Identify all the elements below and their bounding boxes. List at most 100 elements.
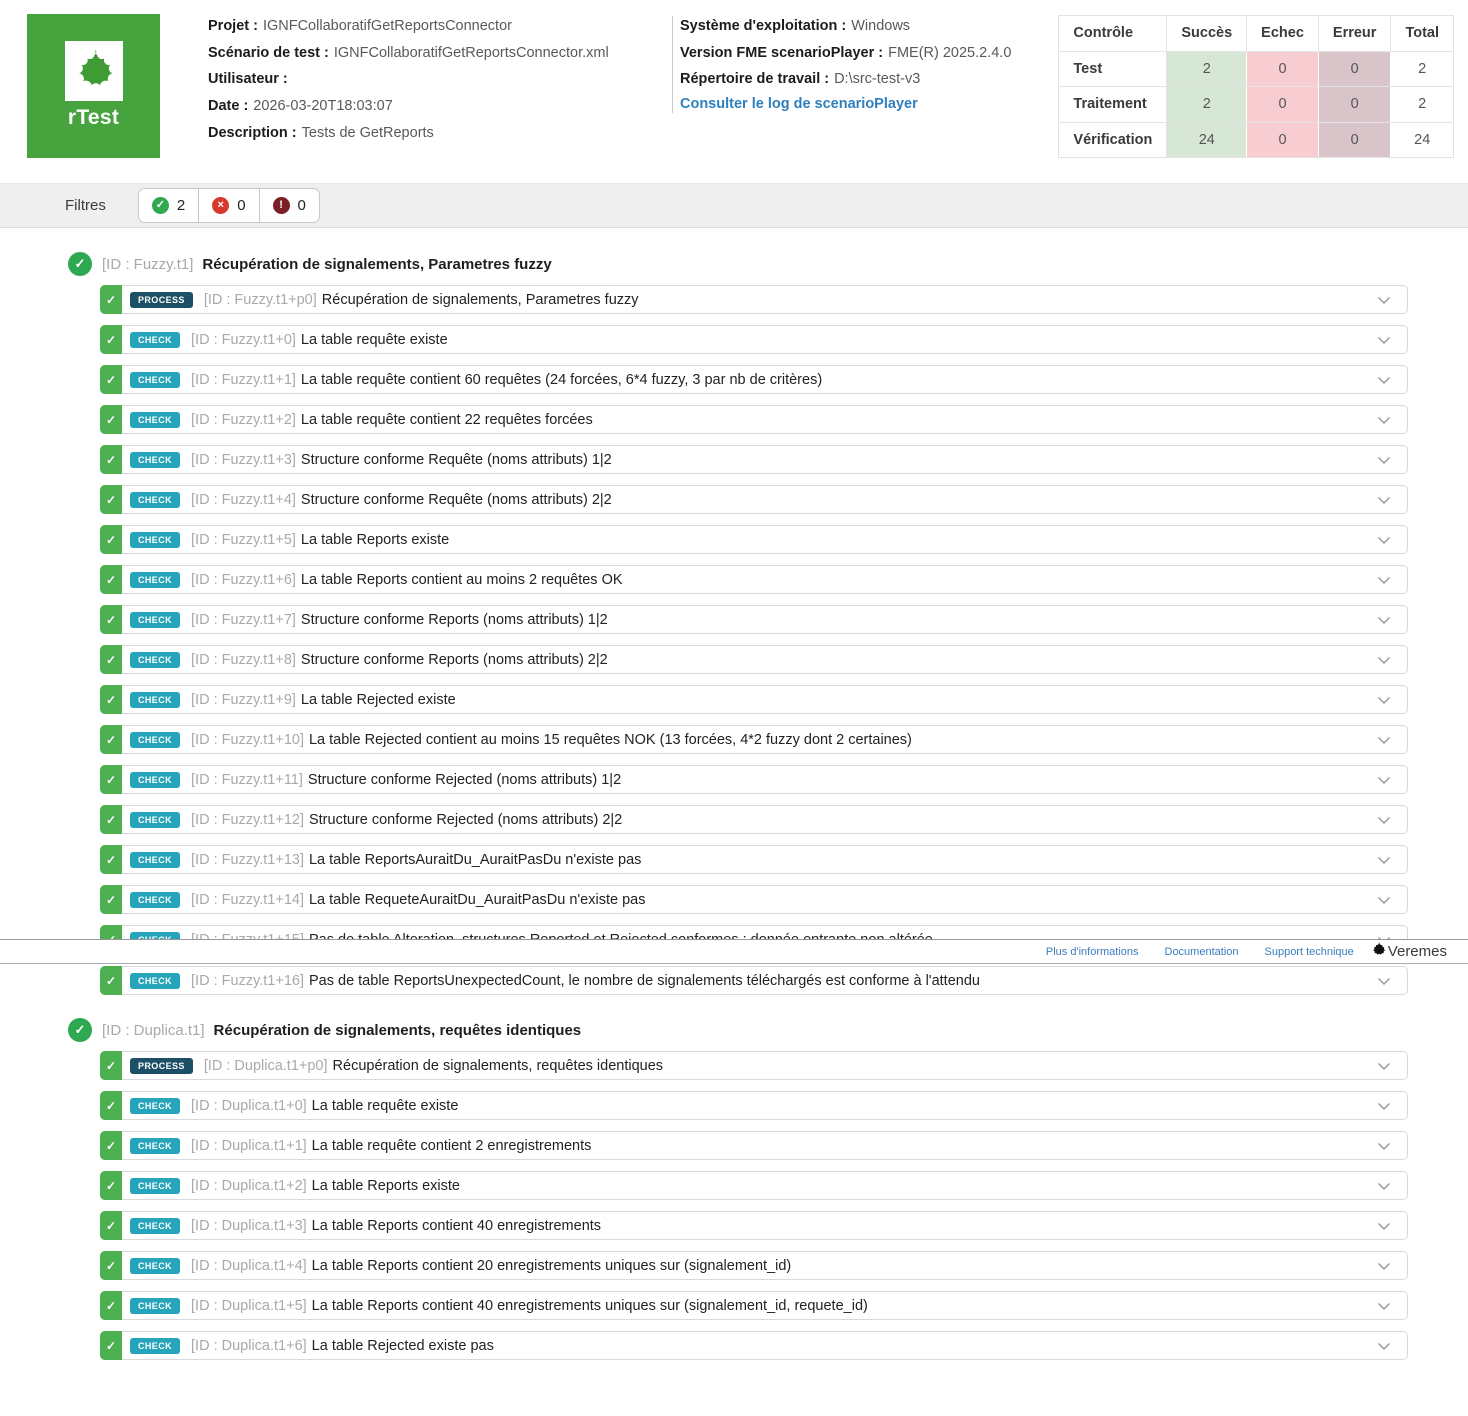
info-field: Système d'exploitation : Windows (680, 13, 1011, 40)
test-row[interactable]: ✓ CHECK [ID : Fuzzy.t1+2] La table requête … (100, 405, 1408, 434)
test-row[interactable]: ✓ PROCESS [ID : Duplica.t1+p0] Récupération… (100, 1051, 1408, 1080)
chevron-down-icon[interactable] (1376, 572, 1392, 588)
section-title: Récupération de signalements, Parametres… (202, 255, 552, 273)
chevron-down-icon[interactable] (1376, 812, 1392, 828)
chevron-down-icon[interactable] (1376, 1138, 1392, 1154)
info-label: Utilisateur : (208, 71, 288, 88)
footer-link[interactable]: Documentation (1164, 945, 1239, 958)
chevron-down-icon[interactable] (1376, 732, 1392, 748)
row-label: Structure conforme Reports (noms attribu… (300, 651, 608, 668)
test-row[interactable]: ✓ CHECK [ID : Fuzzy.t1+8] Structure conform… (100, 645, 1408, 674)
test-row[interactable]: ✓ CHECK [ID : Duplica.t1+3] La table Report… (100, 1211, 1408, 1240)
chevron-down-icon[interactable] (1376, 692, 1392, 708)
filter-bar: Filtres ✓ 2 × 0 ! 0 (0, 183, 1468, 228)
row-type-badge: CHECK (130, 1137, 181, 1154)
chevron-down-icon[interactable] (1376, 492, 1392, 508)
chevron-down-icon[interactable] (1376, 1058, 1392, 1074)
failure-count-cell: 0 (1246, 86, 1319, 123)
page-break-footer: Plus d'informations Documentation Support … (0, 939, 1468, 964)
success-circle-icon: ✓ (151, 197, 169, 214)
chevron-down-icon[interactable] (1376, 412, 1392, 428)
row-label: Structure conforme Requête (noms attribu… (300, 451, 612, 468)
test-row[interactable]: ✓ CHECK [ID : Fuzzy.t1+1] La table requête … (100, 365, 1408, 394)
filter-failure-button[interactable]: × 0 (198, 189, 259, 222)
failure-count-cell: 0 (1246, 50, 1319, 87)
test-row[interactable]: ✓ CHECK [ID : Fuzzy.t1+11] Structure confor… (100, 765, 1408, 794)
chevron-down-icon[interactable] (1376, 1218, 1392, 1234)
test-row[interactable]: ✓ CHECK [ID : Fuzzy.t1+9] La table Rejected… (100, 685, 1408, 714)
chevron-down-icon[interactable] (1376, 1258, 1392, 1274)
test-row[interactable]: ✓ CHECK [ID : Fuzzy.t1+14] La table Requete… (100, 885, 1408, 914)
chevron-down-icon[interactable] (1376, 1098, 1392, 1114)
info-label: Système d'exploitation : (680, 18, 847, 35)
info-label: Projet : (208, 18, 258, 35)
chevron-down-icon[interactable] (1376, 332, 1392, 348)
test-row[interactable]: ✓ CHECK [ID : Fuzzy.t1+16] Pas de table Rep… (100, 966, 1408, 995)
test-row[interactable]: ✓ CHECK [ID : Fuzzy.t1+4] Structure conform… (100, 485, 1408, 514)
test-row[interactable]: ✓ PROCESS [ID : Fuzzy.t1+p0] Récupération d… (100, 285, 1408, 314)
veremes-brand-name: Veremes (1387, 943, 1447, 960)
test-row[interactable]: ✓ CHECK [ID : Duplica.t1+0] La table requêt… (100, 1091, 1408, 1120)
test-row[interactable]: ✓ CHECK [ID : Fuzzy.t1+13] La table Reports… (100, 845, 1408, 874)
chevron-down-icon[interactable] (1376, 772, 1392, 788)
row-id: [ID : Fuzzy.t1+p0] (203, 291, 317, 308)
info-left: Projet : IGNFCollaboratifGetReportsConnec… (208, 13, 609, 146)
chevron-down-icon[interactable] (1376, 1298, 1392, 1314)
footer-link[interactable]: Support technique (1264, 945, 1354, 958)
filter-error-button[interactable]: ! 0 (258, 189, 319, 222)
row-type-badge: PROCESS (130, 1057, 193, 1074)
chevron-down-icon[interactable] (1376, 612, 1392, 628)
chevron-down-icon[interactable] (1376, 1178, 1392, 1194)
chevron-down-icon[interactable] (1376, 973, 1392, 989)
chevron-down-icon[interactable] (1376, 652, 1392, 668)
test-row[interactable]: ✓ CHECK [ID : Duplica.t1+4] La table Report… (100, 1251, 1408, 1280)
row-id: [ID : Duplica.t1+2] (191, 1177, 307, 1194)
section-header[interactable]: ✓ [ID : Fuzzy.t1] Récupération de signalem… (68, 252, 1468, 276)
chevron-down-icon[interactable] (1376, 292, 1392, 308)
row-label: La table Reports existe (300, 531, 450, 548)
filter-success-button[interactable]: ✓ 2 (138, 189, 199, 222)
error-count-cell: 0 (1317, 86, 1392, 123)
scenarioplayer-log-link[interactable]: Consulter le log de scenarioPlayer (680, 95, 918, 112)
section-success-icon: ✓ (68, 1018, 92, 1042)
row-id: [ID : Fuzzy.t1+9] (191, 691, 296, 708)
chevron-down-icon[interactable] (1376, 372, 1392, 388)
row-label: La table Rejected existe pas (311, 1337, 494, 1354)
test-row[interactable]: ✓ CHECK [ID : Duplica.t1+2] La table Report… (100, 1171, 1408, 1200)
row-type-badge: CHECK (130, 1337, 181, 1354)
control-name-cell: Vérification (1058, 121, 1168, 158)
row-label: Structure conforme Requête (noms attribu… (300, 491, 612, 508)
row-id: [ID : Duplica.t1+6] (191, 1337, 307, 1354)
test-row[interactable]: ✓ CHECK [ID : Duplica.t1+6] La table Reject… (100, 1331, 1408, 1360)
test-row[interactable]: ✓ CHECK [ID : Fuzzy.t1+10] La table Rejecte… (100, 725, 1408, 754)
section-header[interactable]: ✓ [ID : Duplica.t1] Récupération de signal… (68, 1018, 1468, 1042)
test-row[interactable]: ✓ CHECK [ID : Fuzzy.t1+7] Structure conform… (100, 605, 1408, 634)
row-type-badge: CHECK (130, 411, 181, 428)
total-count-cell: 2 (1390, 50, 1454, 87)
row-type-badge: CHECK (130, 331, 181, 348)
test-row[interactable]: ✓ CHECK [ID : Duplica.t1+5] La table Report… (100, 1291, 1408, 1320)
chevron-down-icon[interactable] (1376, 1338, 1392, 1354)
footer-link[interactable]: Plus d'informations (1045, 945, 1139, 958)
chevron-down-icon[interactable] (1376, 892, 1392, 908)
info-label: Date : (208, 98, 249, 115)
row-id: [ID : Fuzzy.t1+16] (191, 972, 304, 989)
test-row[interactable]: ✓ CHECK [ID : Fuzzy.t1+0] La table requête … (100, 325, 1408, 354)
test-row[interactable]: ✓ CHECK [ID : Duplica.t1+1] La table requêt… (100, 1131, 1408, 1160)
info-field: Utilisateur : (208, 66, 609, 93)
check-tick-icon: ✓ (100, 685, 122, 714)
row-label: La table Reports contient au moins 2 req… (300, 571, 623, 588)
row-id: [ID : Fuzzy.t1+13] (191, 851, 304, 868)
test-row[interactable]: ✓ CHECK [ID : Fuzzy.t1+12] Structure confor… (100, 805, 1408, 834)
chevron-down-icon[interactable] (1376, 532, 1392, 548)
summary-column-header: Contrôle (1058, 15, 1168, 52)
chevron-down-icon[interactable] (1376, 852, 1392, 868)
check-tick-icon: ✓ (100, 966, 122, 995)
test-row[interactable]: ✓ CHECK [ID : Fuzzy.t1+6] La table Reports … (100, 565, 1408, 594)
test-row[interactable]: ✓ CHECK [ID : Fuzzy.t1+3] Structure conform… (100, 445, 1408, 474)
vine-leaf-icon (64, 41, 123, 101)
section-id: [ID : Fuzzy.t1] (102, 255, 194, 273)
row-type-badge: CHECK (130, 891, 181, 908)
chevron-down-icon[interactable] (1376, 452, 1392, 468)
test-row[interactable]: ✓ CHECK [ID : Fuzzy.t1+5] La table Reports … (100, 525, 1408, 554)
